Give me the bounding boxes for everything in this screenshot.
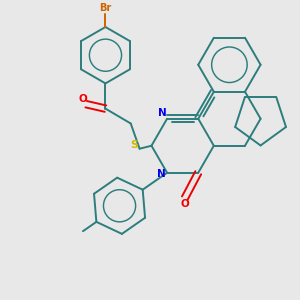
Text: O: O [78,94,87,104]
Text: N: N [158,108,167,118]
Text: S: S [130,140,138,150]
Text: O: O [181,200,189,209]
Text: N: N [158,169,166,179]
Text: Br: Br [99,3,112,13]
